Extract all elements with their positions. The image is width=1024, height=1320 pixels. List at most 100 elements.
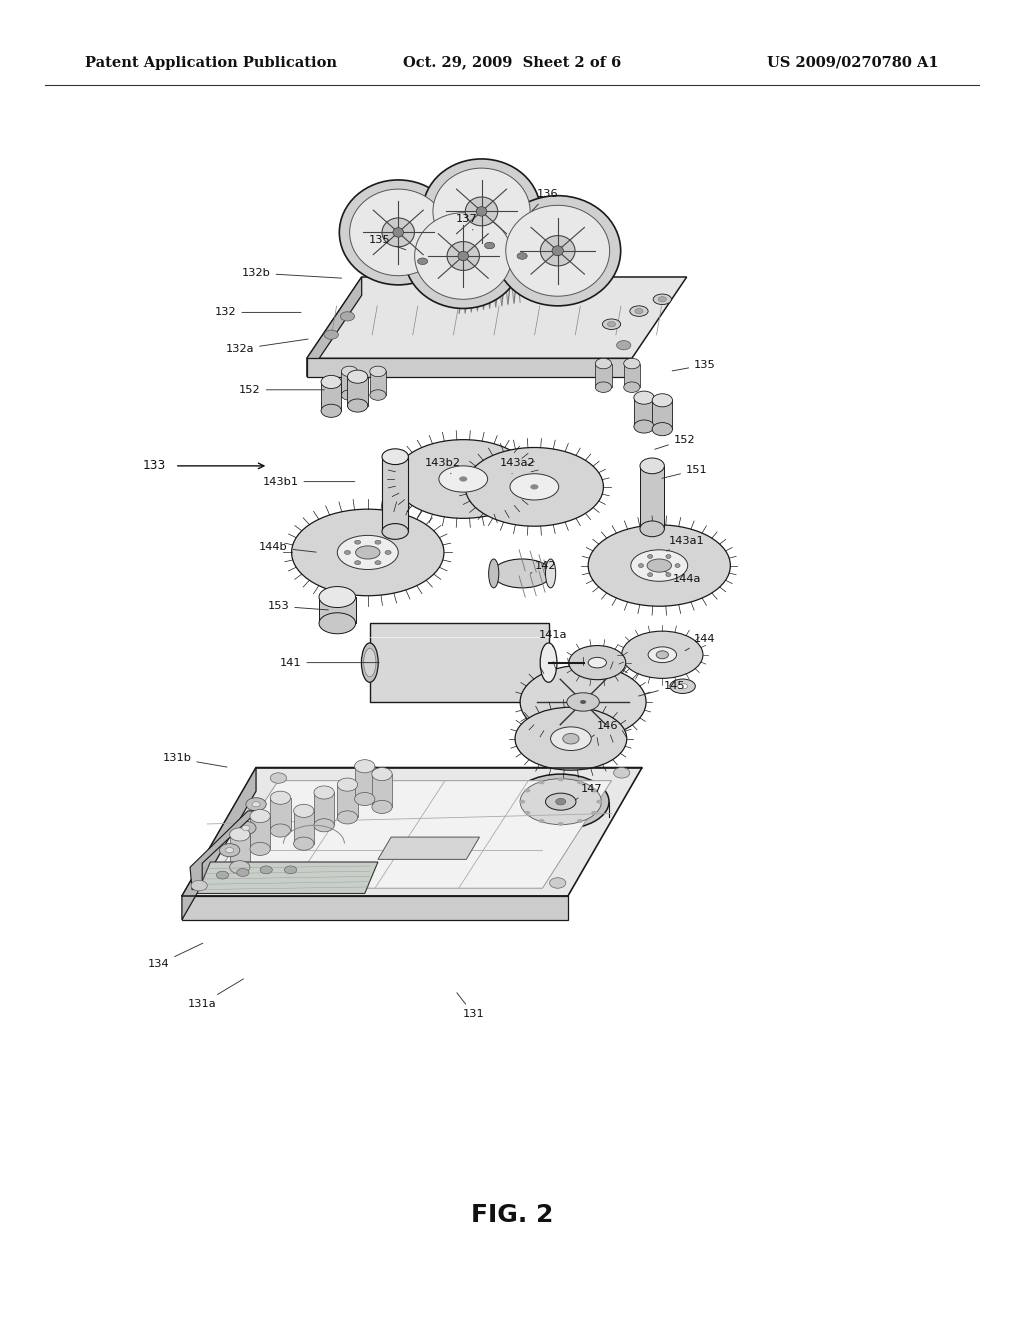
Text: 144: 144 <box>685 634 716 651</box>
Polygon shape <box>182 767 642 896</box>
Ellipse shape <box>246 797 266 810</box>
Ellipse shape <box>347 370 368 383</box>
Polygon shape <box>294 810 314 843</box>
Ellipse shape <box>270 824 291 837</box>
Polygon shape <box>314 792 334 825</box>
Ellipse shape <box>624 358 640 368</box>
Ellipse shape <box>577 780 583 784</box>
Text: Patent Application Publication: Patent Application Publication <box>85 55 338 70</box>
Ellipse shape <box>512 789 609 845</box>
Text: 132: 132 <box>215 308 301 317</box>
Ellipse shape <box>465 197 498 226</box>
Ellipse shape <box>506 206 609 296</box>
Ellipse shape <box>652 393 673 407</box>
Ellipse shape <box>544 263 571 272</box>
Polygon shape <box>250 816 270 849</box>
Ellipse shape <box>370 366 386 376</box>
Ellipse shape <box>595 381 611 392</box>
Ellipse shape <box>361 643 378 682</box>
Text: 143a1: 143a1 <box>667 536 705 552</box>
Ellipse shape <box>524 788 530 792</box>
Ellipse shape <box>382 218 415 247</box>
Ellipse shape <box>372 767 392 780</box>
Ellipse shape <box>530 484 539 490</box>
Polygon shape <box>469 214 495 227</box>
Ellipse shape <box>325 330 338 339</box>
Ellipse shape <box>322 404 341 417</box>
Ellipse shape <box>675 564 680 568</box>
Ellipse shape <box>678 684 688 689</box>
Ellipse shape <box>588 525 730 606</box>
Ellipse shape <box>314 785 334 799</box>
Ellipse shape <box>349 189 446 276</box>
Text: 152: 152 <box>654 434 695 449</box>
Ellipse shape <box>394 440 532 519</box>
Ellipse shape <box>495 195 621 306</box>
Ellipse shape <box>375 540 381 544</box>
Polygon shape <box>307 277 687 358</box>
Polygon shape <box>370 371 386 395</box>
Text: 146: 146 <box>592 721 618 737</box>
Text: 144a: 144a <box>665 572 700 583</box>
Polygon shape <box>341 371 357 395</box>
Ellipse shape <box>294 837 314 850</box>
Ellipse shape <box>647 573 652 577</box>
Polygon shape <box>544 253 571 267</box>
Ellipse shape <box>385 550 391 554</box>
Ellipse shape <box>550 878 566 888</box>
Text: US 2009/0270780 A1: US 2009/0270780 A1 <box>767 55 939 70</box>
Ellipse shape <box>631 550 688 581</box>
Polygon shape <box>634 397 654 426</box>
Ellipse shape <box>634 391 654 404</box>
Text: 133: 133 <box>143 459 166 473</box>
Ellipse shape <box>520 665 646 739</box>
Ellipse shape <box>624 381 640 392</box>
Polygon shape <box>198 862 378 894</box>
Polygon shape <box>307 277 361 376</box>
Ellipse shape <box>364 648 376 677</box>
Ellipse shape <box>237 869 249 876</box>
Ellipse shape <box>314 818 334 832</box>
Ellipse shape <box>337 536 398 569</box>
Text: 142: 142 <box>530 561 556 573</box>
Ellipse shape <box>339 180 457 285</box>
Ellipse shape <box>469 210 495 218</box>
Ellipse shape <box>229 828 250 841</box>
Ellipse shape <box>459 477 467 482</box>
Ellipse shape <box>270 772 287 783</box>
Text: 137: 137 <box>456 214 477 230</box>
Ellipse shape <box>634 420 654 433</box>
Ellipse shape <box>319 586 355 607</box>
Ellipse shape <box>595 358 611 368</box>
Polygon shape <box>270 797 291 830</box>
Ellipse shape <box>225 847 233 853</box>
Polygon shape <box>354 766 375 799</box>
Ellipse shape <box>236 821 256 834</box>
Ellipse shape <box>541 235 575 265</box>
Ellipse shape <box>539 780 545 784</box>
Text: 147: 147 <box>575 784 602 800</box>
Ellipse shape <box>458 251 469 261</box>
Ellipse shape <box>648 647 677 663</box>
Ellipse shape <box>355 546 380 558</box>
Ellipse shape <box>347 399 368 412</box>
Ellipse shape <box>393 227 403 238</box>
Ellipse shape <box>640 521 665 537</box>
Ellipse shape <box>515 708 627 770</box>
Ellipse shape <box>229 861 250 874</box>
Ellipse shape <box>341 389 357 400</box>
Ellipse shape <box>340 312 354 321</box>
Text: 143b2: 143b2 <box>425 458 461 474</box>
Polygon shape <box>347 376 368 405</box>
Ellipse shape <box>551 727 591 751</box>
Text: FIG. 2: FIG. 2 <box>471 1203 553 1226</box>
Text: 153: 153 <box>267 601 329 611</box>
Ellipse shape <box>638 564 643 568</box>
Text: Oct. 29, 2009  Sheet 2 of 6: Oct. 29, 2009 Sheet 2 of 6 <box>402 55 622 70</box>
Text: 141a: 141a <box>539 630 567 647</box>
Ellipse shape <box>563 734 579 744</box>
Ellipse shape <box>630 306 648 317</box>
Ellipse shape <box>670 678 695 693</box>
Ellipse shape <box>270 791 291 804</box>
Ellipse shape <box>385 244 412 252</box>
